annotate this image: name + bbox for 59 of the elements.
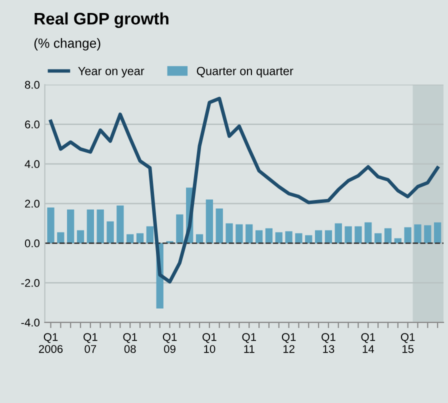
y-tick-label: 2.0 — [25, 200, 40, 208]
y-tick-label: -4.0 — [21, 318, 40, 327]
x-tick-label: Q1 08 — [123, 333, 137, 353]
bar — [236, 224, 243, 244]
bar — [265, 228, 273, 244]
bar — [305, 235, 312, 244]
bar — [106, 221, 114, 244]
bar — [324, 230, 332, 244]
bar — [226, 223, 233, 244]
bar — [434, 222, 442, 244]
bar — [146, 226, 154, 244]
line-series — [49, 96, 440, 284]
bar — [384, 228, 392, 244]
bar — [354, 226, 362, 244]
bar — [96, 209, 104, 244]
x-tick-label: Q1 2006 — [38, 333, 63, 353]
x-tick-label: Q1 10 — [202, 333, 216, 353]
bar — [334, 223, 342, 244]
x-tick-label: Q1 09 — [162, 333, 177, 353]
x-tick-label: Q1 11 — [242, 333, 256, 353]
bar — [364, 222, 372, 244]
legend-label: Year on year — [78, 66, 144, 78]
bar — [86, 209, 94, 244]
x-tick-label: Q1 07 — [84, 333, 98, 353]
bar — [374, 233, 382, 244]
bar — [47, 207, 54, 244]
bar — [295, 233, 302, 244]
bar — [414, 224, 422, 244]
y-tick-label: 0.0 — [24, 239, 40, 248]
bar — [57, 232, 64, 244]
bar — [176, 214, 184, 244]
bar — [126, 234, 134, 244]
x-tick-label: Q1 14 — [361, 333, 376, 353]
bar — [196, 234, 204, 244]
bar — [216, 208, 223, 244]
bar — [136, 233, 144, 244]
bar — [394, 238, 402, 244]
chart-title: Real GDP growth — [34, 12, 168, 28]
y-tick-label: 6.0 — [25, 120, 40, 128]
bar — [255, 230, 263, 244]
bar — [76, 230, 84, 244]
bar — [344, 226, 352, 244]
x-tick-label: Q1 15 — [400, 333, 415, 353]
bar — [206, 200, 214, 244]
bar — [246, 224, 253, 244]
bar — [285, 231, 292, 244]
x-tick-label: Q1 12 — [282, 333, 296, 353]
y-tick-label: 4.0 — [24, 160, 40, 168]
bar — [67, 209, 74, 244]
y-tick-label: 8.0 — [24, 80, 40, 89]
bar — [275, 232, 282, 244]
bar — [404, 227, 412, 244]
bar — [116, 205, 124, 244]
chart-subtitle: (% change) — [34, 38, 100, 50]
x-tick-label: Q1 13 — [322, 333, 336, 353]
bar — [424, 225, 432, 244]
y-tick-label: -2.0 — [21, 279, 40, 287]
legend-label: Quarter on quarter — [196, 66, 294, 78]
bar — [314, 230, 322, 244]
